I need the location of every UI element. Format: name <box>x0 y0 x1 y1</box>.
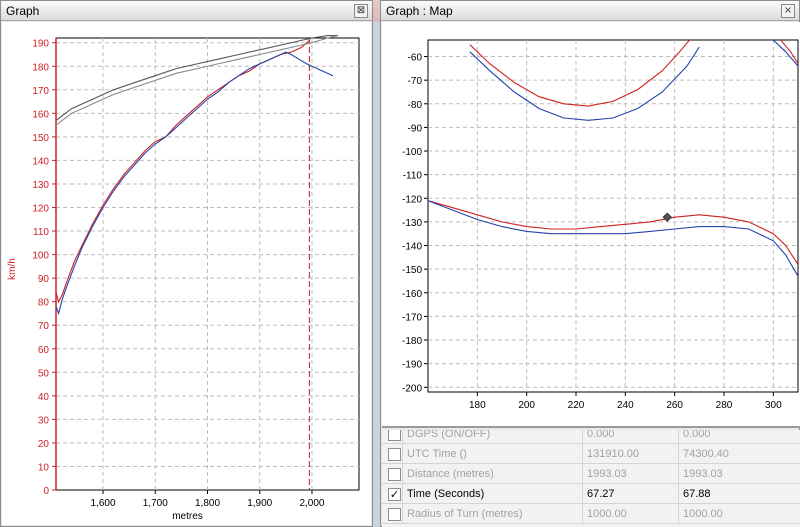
channel-name-cell: DGPS (ON/OFF) <box>402 430 582 444</box>
track-map-chart[interactable]: -60 -70 -80 -90 -100 -110 -120 -130 -140 -150 -160… <box>382 22 800 428</box>
y-tick-label: 110 <box>33 227 49 238</box>
y-tick-label: -70 <box>408 76 423 87</box>
y-tick-label: 70 <box>38 321 50 332</box>
y-tick-label: 140 <box>32 156 49 167</box>
y-tick-label: 120 <box>32 204 49 215</box>
y-axis-label: km/h <box>7 258 18 280</box>
y-tick-label: 90 <box>38 274 50 285</box>
x-tick-label: 1,700 <box>143 498 168 509</box>
series-line-2 <box>55 35 339 121</box>
plot-frame <box>427 39 799 393</box>
y-tick-label: -160 <box>402 289 422 300</box>
track-line-1 <box>469 46 700 121</box>
y-tick-label: 40 <box>38 392 50 403</box>
channel-value-1-cell: 0.000 <box>582 430 678 444</box>
y-tick-label: 190 <box>32 39 49 50</box>
channel-name-cell: Time (Seconds) <box>402 484 582 504</box>
y-tick-label: -100 <box>402 147 422 158</box>
x-tick-label: 240 <box>617 400 634 411</box>
table-row[interactable]: Radius of Turn (metres) 1000.00 1000.00 <box>382 504 800 524</box>
y-tick-label: -150 <box>402 265 422 276</box>
y-tick-label: -190 <box>402 360 422 371</box>
series-line-3 <box>55 35 339 126</box>
x-tick-label: 300 <box>765 400 782 411</box>
y-tick-label: 0 <box>43 486 49 497</box>
row-checkbox[interactable] <box>388 448 401 461</box>
y-tick-label: -140 <box>402 242 422 253</box>
channel-name-cell: UTC Time () <box>402 444 582 464</box>
track-map-chart-svg: -60 -70 -80 -90 -100 -110 -120 -130 -140 -150 -160… <box>402 39 799 411</box>
x-tick-label: 280 <box>716 400 733 411</box>
series-group <box>428 40 798 277</box>
channel-value-2-cell: 1000.00 <box>678 504 800 524</box>
y-tick-label: 30 <box>38 415 50 426</box>
y-tick-label: 160 <box>32 109 49 120</box>
x-tick-label: 180 <box>469 400 486 411</box>
y-tick-label: -130 <box>402 218 422 229</box>
track-line-2 <box>428 200 798 265</box>
graph-map-window-titlebar[interactable]: Graph : Map × <box>381 1 799 21</box>
track-line-3 <box>428 200 798 277</box>
x-tick-label: 260 <box>666 400 683 411</box>
graph-window: Graph ⊠ 0 10 20 30 40 50 60 70 80 90 100 110 120 130 1… <box>0 0 373 527</box>
y-tick-label: -110 <box>403 171 423 182</box>
channel-value-1-cell: 1993.03 <box>582 464 678 484</box>
track-line-0 <box>469 40 690 107</box>
y-tick-label: -170 <box>402 312 422 323</box>
track-line-4 <box>780 40 798 64</box>
y-tick-label: 80 <box>38 298 50 309</box>
channel-table: DGPS (ON/OFF) 0.000 0.000 UTC Time () 131910… <box>382 430 800 527</box>
y-tick-label: 60 <box>38 345 50 356</box>
row-checkbox[interactable]: ✓ <box>388 488 401 501</box>
table-row[interactable]: ✓ Time (Seconds) 67.27 67.88 <box>382 484 800 504</box>
table-row[interactable]: DGPS (ON/OFF) 0.000 0.000 <box>382 430 800 444</box>
row-checkbox[interactable] <box>388 468 401 481</box>
close-icon[interactable]: × <box>781 4 795 18</box>
x-tick-label: 200 <box>518 400 535 411</box>
channel-value-2-cell: 74300.40 <box>678 444 800 464</box>
y-tick-label: 170 <box>32 86 49 97</box>
y-tick-label: 100 <box>32 251 49 262</box>
track-line-5 <box>772 40 798 67</box>
channel-value-1-cell: 67.27 <box>582 484 678 504</box>
y-tick-label: 20 <box>38 439 50 450</box>
row-checkbox[interactable] <box>388 508 401 521</box>
graph-window-title: Graph <box>6 4 40 18</box>
graph-map-window-title: Graph : Map <box>386 4 453 18</box>
channel-value-2-cell: 0.000 <box>678 430 800 444</box>
y-tick-label: -90 <box>408 123 423 134</box>
x-axis-label: metres <box>172 511 203 522</box>
channel-value-2-cell: 67.88 <box>678 484 800 504</box>
y-tick-label: -80 <box>408 100 423 111</box>
y-tick-label: -200 <box>402 383 422 394</box>
table-row[interactable]: UTC Time () 131910.00 74300.40 <box>382 444 800 464</box>
y-tick-label: 180 <box>32 62 49 73</box>
x-tick-label: 2,000 <box>299 498 324 509</box>
x-tick-label: 1,600 <box>91 498 116 509</box>
row-checkbox[interactable] <box>388 430 401 441</box>
y-tick-label: 150 <box>32 133 49 144</box>
y-tick-label: -60 <box>408 53 423 64</box>
x-tick-label: 220 <box>568 400 585 411</box>
y-tick-label: -120 <box>402 194 422 205</box>
x-tick-label: 1,900 <box>247 498 272 509</box>
graph-map-window: Graph : Map × -60 -70 -80 -90 -100 -110 -120 -1… <box>380 0 800 527</box>
table-row[interactable]: Distance (metres) 1993.03 1993.03 <box>382 464 800 484</box>
speed-distance-chart[interactable]: 0 10 20 30 40 50 60 70 80 90 100 110 120 130 140 150 160… <box>2 22 371 525</box>
channel-name-cell: Distance (metres) <box>402 464 582 484</box>
series-line-1 <box>55 51 334 316</box>
channel-name-cell: Radius of Turn (metres) <box>402 504 582 524</box>
speed-distance-chart-svg: 0 10 20 30 40 50 60 70 80 90 100 110 120 130 140 150 160… <box>7 35 360 522</box>
channel-value-1-cell: 131910.00 <box>582 444 678 464</box>
y-tick-label: -180 <box>402 336 422 347</box>
y-tick-label: 10 <box>38 462 50 473</box>
y-tick-label: 130 <box>32 180 49 191</box>
channel-value-1-cell: 1000.00 <box>582 504 678 524</box>
graph-window-titlebar[interactable]: Graph ⊠ <box>1 1 372 21</box>
channel-value-2-cell: 1993.03 <box>678 464 800 484</box>
x-tick-label: 1,800 <box>195 498 220 509</box>
position-marker <box>662 212 672 222</box>
y-tick-label: 50 <box>38 368 50 379</box>
close-icon[interactable]: ⊠ <box>354 4 368 18</box>
